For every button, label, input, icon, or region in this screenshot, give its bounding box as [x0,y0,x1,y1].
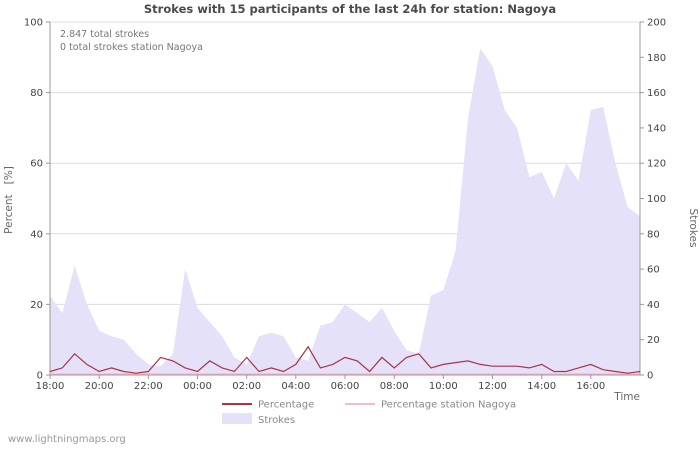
x-tick-label: 02:00 [232,381,261,392]
legend-strokes-label: Strokes [258,415,295,426]
right-tick-label: 120 [647,159,666,170]
x-tick-label: 10:00 [429,381,458,392]
x-tick-label: 08:00 [380,381,409,392]
right-tick-label: 180 [647,53,666,64]
right-tick-label: 60 [647,265,660,276]
right-tick-label: 20 [647,335,660,346]
left-tick-label: 80 [30,88,43,99]
x-tick-label: 04:00 [281,381,310,392]
right-tick-label: 80 [647,229,660,240]
right-tick-label: 40 [647,300,660,311]
x-tick-label: 14:00 [527,381,556,392]
chart-title: Strokes with 15 participants of the last… [144,2,556,16]
right-axis-label: Strokes [687,209,699,248]
x-tick-label: 18:00 [36,381,65,392]
left-tick-label: 40 [30,229,43,240]
x-tick-label: 12:00 [478,381,507,392]
right-tick-label: 140 [647,123,666,134]
percentage-line [49,345,641,374]
left-tick-label: 60 [30,159,43,170]
right-tick-label: 200 [647,18,666,29]
x-tick-label: 16:00 [576,381,605,392]
legend-strokes-swatch [222,413,252,424]
strokes-area [50,48,640,375]
x-tick-label: 00:00 [183,381,212,392]
right-tick-label: 160 [647,88,666,99]
x-axis-label: Time [613,391,640,403]
legend-station-label: Percentage station Nagoya [381,400,516,411]
axes-layer: 0 20 40 60 80 100 0 20 40 60 80 100 120 140 160 180 200 1… [24,18,666,393]
area-layer [50,48,640,375]
total-strokes-annotation: 2.847 total strokes [60,29,149,40]
left-axis-label: Percent [%] [3,166,15,234]
left-tick-label: 20 [30,300,43,311]
lines-layer [49,345,641,375]
left-tick-label: 0 [37,371,43,382]
x-tick-label: 06:00 [331,381,360,392]
left-tick-label: 100 [24,18,43,29]
x-tick-label: 22:00 [134,381,163,392]
right-tick-label: 0 [647,371,653,382]
legend-percentage-label: Percentage [258,400,314,411]
x-tick-label: 20:00 [85,381,114,392]
right-tick-label: 100 [647,194,666,205]
station-strokes-annotation: 0 total strokes station Nagoya [60,42,203,53]
watermark: www.lightningmaps.org [8,434,126,445]
